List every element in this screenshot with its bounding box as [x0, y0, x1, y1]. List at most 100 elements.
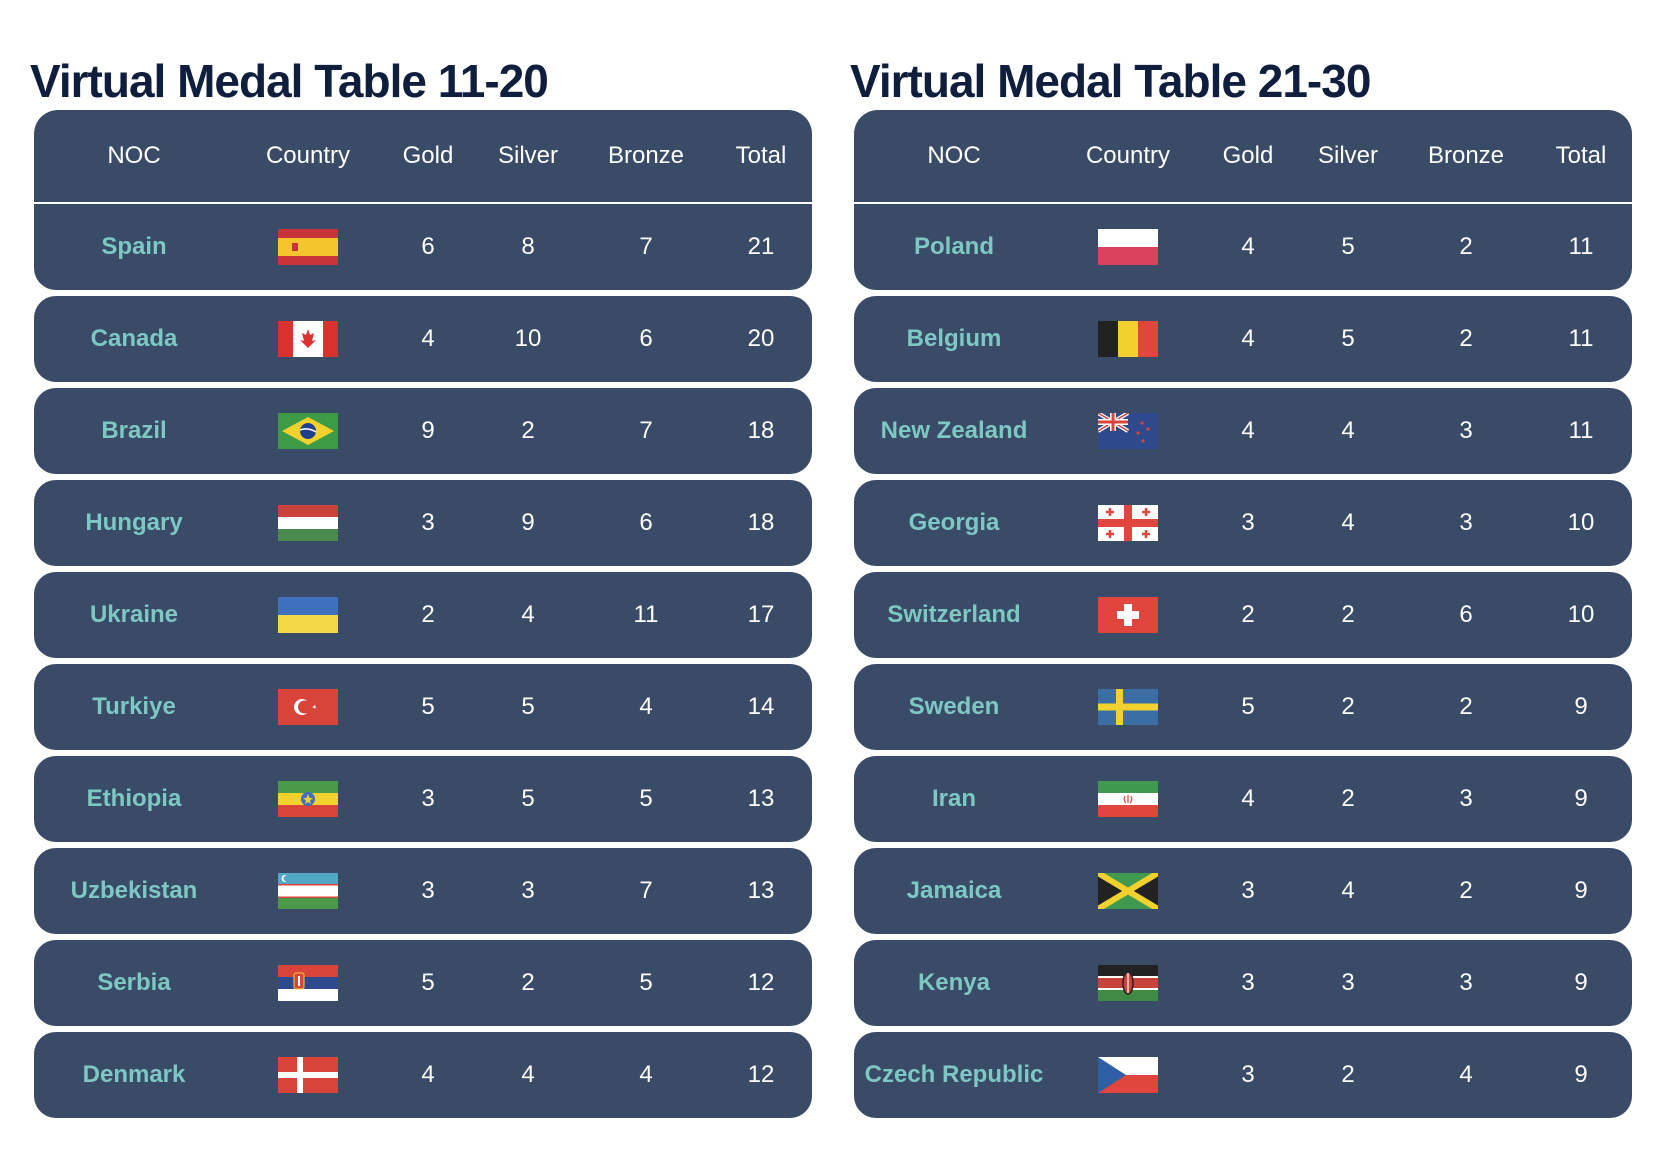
country-cell	[234, 321, 382, 357]
medal-table: NOC Country Gold Silver Bronze Total Spa…	[34, 110, 812, 1118]
iran-flag-icon	[1098, 781, 1158, 817]
table-header-row: NOC Country Gold Silver Bronze Total	[854, 110, 1632, 204]
country-cell	[234, 413, 382, 449]
silver-count: 8	[521, 233, 535, 260]
noc-name: Ethiopia	[86, 785, 182, 812]
header-gold: Gold	[1222, 142, 1274, 169]
noc-name: Switzerland	[887, 601, 1021, 628]
total-count: 21	[747, 233, 775, 260]
country-cell	[234, 689, 382, 725]
table-row: Canada 4 10 6 20	[34, 296, 812, 382]
silver-count: 4	[521, 601, 535, 628]
table-row: Serbia 5 2 5 12	[34, 940, 812, 1026]
country-cell	[234, 965, 382, 1001]
silver-count: 5	[521, 693, 535, 720]
table-row: Brazil 9 2 7 18	[34, 388, 812, 474]
bronze-count: 3	[1459, 509, 1473, 536]
silver-count: 2	[1341, 1061, 1355, 1088]
table-row: Denmark 4 4 4 12	[34, 1032, 812, 1118]
total-count: 10	[1567, 509, 1595, 536]
table-row: Georgia 3 4 3 10	[854, 480, 1632, 566]
bronze-count: 5	[639, 969, 653, 996]
gold-count: 3	[1241, 509, 1255, 536]
bronze-count: 2	[1459, 877, 1473, 904]
brazil-flag-icon	[278, 413, 338, 449]
bronze-count: 6	[639, 325, 653, 352]
jamaica-flag-icon	[1098, 873, 1158, 909]
header-total: Total	[1555, 142, 1607, 169]
country-cell	[234, 873, 382, 909]
noc-name: Poland	[913, 233, 994, 260]
medal-table-panel-21-30: Virtual Medal Table 21-30 NOC Country Go…	[850, 0, 1632, 1118]
total-count: 9	[1574, 785, 1588, 812]
header-gold: Gold	[402, 142, 454, 169]
country-cell	[234, 505, 382, 541]
belgium-flag-icon	[1098, 321, 1158, 357]
bronze-count: 2	[1459, 325, 1473, 352]
noc-name: New Zealand	[880, 417, 1028, 444]
silver-count: 4	[1341, 417, 1355, 444]
table-row: Belgium 4 5 2 11	[854, 296, 1632, 382]
noc-name: Belgium	[906, 325, 1002, 352]
noc-name: Sweden	[908, 693, 1000, 720]
silver-count: 2	[521, 417, 535, 444]
total-count: 18	[747, 417, 775, 444]
gold-count: 9	[421, 417, 435, 444]
header-country: Country	[265, 142, 351, 169]
gold-count: 4	[421, 1061, 435, 1088]
noc-name: Iran	[931, 785, 976, 812]
header-total: Total	[735, 142, 787, 169]
bronze-count: 7	[639, 877, 653, 904]
table-row: Kenya 3 3 3 9	[854, 940, 1632, 1026]
gold-count: 5	[1241, 693, 1255, 720]
gold-count: 3	[421, 877, 435, 904]
turkiye-flag-icon	[278, 689, 338, 725]
total-count: 13	[747, 877, 775, 904]
header-noc: NOC	[107, 142, 161, 169]
gold-count: 3	[421, 785, 435, 812]
bronze-count: 7	[639, 417, 653, 444]
gold-count: 2	[421, 601, 435, 628]
noc-name: Spain	[101, 233, 167, 260]
country-cell	[1054, 597, 1202, 633]
total-count: 11	[1568, 417, 1594, 444]
total-count: 14	[747, 693, 775, 720]
bronze-count: 2	[1459, 233, 1473, 260]
noc-name: Jamaica	[906, 877, 1002, 904]
noc-name: Hungary	[85, 509, 183, 536]
gold-count: 2	[1241, 601, 1255, 628]
table-title: Virtual Medal Table 21-30	[850, 55, 1371, 107]
ethiopia-flag-icon	[278, 781, 338, 817]
noc-name: Canada	[90, 325, 178, 352]
header-silver: Silver	[1317, 142, 1378, 169]
bronze-count: 7	[639, 233, 653, 260]
gold-count: 5	[421, 693, 435, 720]
bronze-count: 3	[1459, 417, 1473, 444]
sweden-flag-icon	[1098, 689, 1158, 725]
total-count: 9	[1574, 693, 1588, 720]
new-zealand-flag-icon	[1098, 413, 1158, 449]
bronze-count: 4	[639, 693, 653, 720]
total-count: 18	[747, 509, 775, 536]
total-count: 20	[747, 325, 775, 352]
bronze-count: 3	[1459, 969, 1473, 996]
noc-name: Uzbekistan	[70, 877, 198, 904]
silver-count: 5	[1341, 325, 1355, 352]
total-count: 12	[747, 1061, 775, 1088]
country-cell	[234, 781, 382, 817]
country-cell	[234, 229, 382, 265]
gold-count: 4	[421, 325, 435, 352]
table-row: Hungary 3 9 6 18	[34, 480, 812, 566]
silver-count: 2	[1341, 693, 1355, 720]
silver-count: 2	[1341, 601, 1355, 628]
table-row: Poland 4 5 2 11	[854, 204, 1632, 290]
total-count: 12	[747, 969, 775, 996]
bronze-count: 11	[633, 601, 659, 628]
gold-count: 4	[1241, 785, 1255, 812]
header-silver: Silver	[497, 142, 558, 169]
country-cell	[1054, 229, 1202, 265]
noc-name: Czech Republic	[864, 1061, 1044, 1088]
noc-name: Ukraine	[89, 601, 179, 628]
header-country: Country	[1085, 142, 1171, 169]
total-count: 11	[1568, 325, 1594, 352]
